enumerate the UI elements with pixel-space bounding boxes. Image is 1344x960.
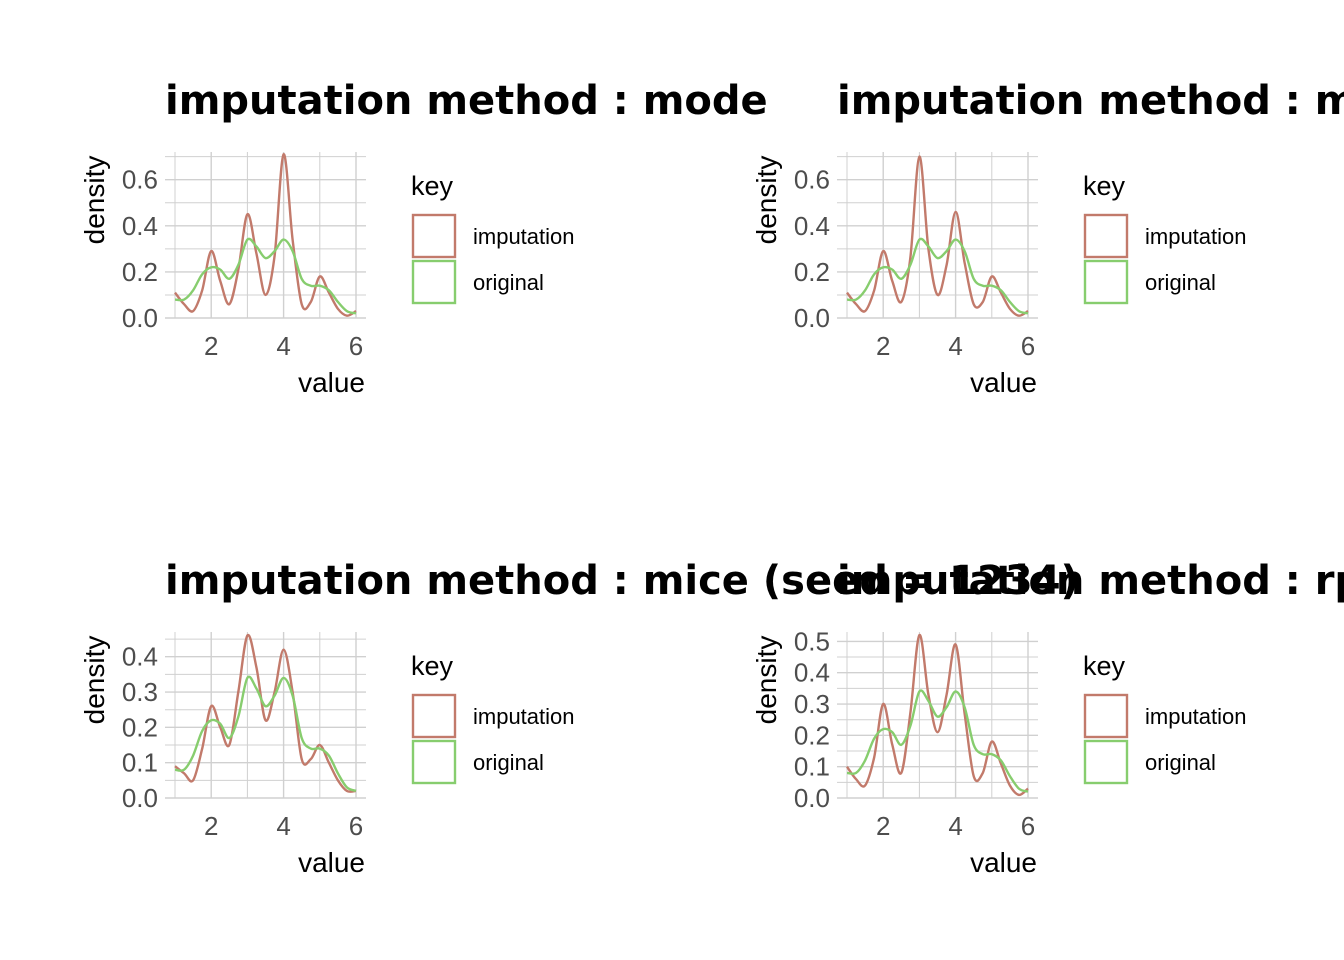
legend-title: key	[411, 171, 454, 201]
legend-key-imputation	[1083, 693, 1129, 739]
x-tick-label: 6	[1021, 331, 1035, 361]
y-tick-label: 0.1	[794, 752, 830, 782]
legend-label-imputation: imputation	[1145, 704, 1247, 729]
series-line-original	[174, 237, 357, 315]
legend-key-original	[1083, 739, 1129, 785]
y-tick-label: 0.4	[122, 211, 158, 241]
grid	[165, 152, 366, 319]
y-tick-label: 0.2	[122, 712, 158, 742]
legend-title: key	[1083, 651, 1126, 681]
y-axis-title: density	[79, 636, 110, 725]
y-tick-label: 0.4	[794, 658, 830, 688]
x-tick-label: 2	[876, 331, 890, 361]
x-tick-label: 6	[349, 811, 363, 841]
legend-label-imputation: imputation	[1145, 224, 1247, 249]
legend-key-original	[1083, 259, 1129, 305]
x-tick-label: 6	[1021, 811, 1035, 841]
x-tick-label: 4	[276, 811, 290, 841]
chart-panel-4: imputation method : rpart 2 4 6 0.00.10.20.3…	[751, 558, 1344, 878]
x-axis-title: value	[970, 367, 1037, 398]
legend-label-imputation: imputation	[473, 704, 575, 729]
y-axis-title: density	[751, 156, 782, 245]
legend-label-original: original	[473, 270, 544, 295]
x-tick-label: 2	[876, 811, 890, 841]
legend-key-imputation	[1083, 213, 1129, 259]
y-tick-label: 0.0	[122, 303, 158, 333]
legend-key-imputation	[411, 213, 457, 259]
y-tick-label: 0.2	[122, 257, 158, 287]
y-tick-label: 0.1	[122, 748, 158, 778]
y-tick-label: 0.6	[794, 165, 830, 195]
x-tick-label: 4	[948, 331, 962, 361]
y-tick-label: 0.4	[122, 642, 158, 672]
legend-key-imputation	[411, 693, 457, 739]
chart-title: imputation method : mode	[165, 78, 768, 124]
y-tick-label: 0.2	[794, 720, 830, 750]
x-tick-label: 6	[349, 331, 363, 361]
grid	[837, 632, 1038, 799]
series-line-imputation	[846, 155, 1029, 317]
x-tick-label: 2	[204, 331, 218, 361]
grid	[837, 152, 1038, 319]
x-tick-label: 2	[204, 811, 218, 841]
y-axis-title: density	[751, 636, 782, 725]
legend-title: key	[1083, 171, 1126, 201]
y-tick-label: 0.2	[794, 257, 830, 287]
x-axis-title: value	[298, 847, 365, 878]
legend-title: key	[411, 651, 454, 681]
chart-title: imputation method : mice (seed = 1234)	[165, 558, 1079, 604]
y-tick-label: 0.0	[122, 783, 158, 813]
legend: key imputation original	[411, 651, 575, 785]
x-tick-label: 4	[276, 331, 290, 361]
x-tick-label: 4	[948, 811, 962, 841]
chart-panel-2: imputation method : median 2 4 6 0.0 0.2 0.4 0.…	[751, 78, 1344, 398]
legend-label-imputation: imputation	[473, 224, 575, 249]
series-line-imputation	[174, 633, 357, 793]
y-tick-label: 0.6	[122, 165, 158, 195]
legend: key imputation original	[1083, 651, 1247, 785]
chart-panel-1: imputation method : mode 2 4 6 0.0 0.2 0.4 0.6 v…	[79, 78, 768, 398]
series-line-original	[846, 237, 1029, 315]
legend: key imputation original	[1083, 171, 1247, 305]
legend: key imputation original	[411, 171, 575, 305]
legend-label-original: original	[1145, 750, 1216, 775]
legend-key-original	[411, 739, 457, 785]
y-tick-label: 0.0	[794, 303, 830, 333]
chart-title: imputation method : median	[837, 78, 1344, 124]
y-axis-title: density	[79, 156, 110, 245]
y-tick-label: 0.3	[794, 689, 830, 719]
chart-title: imputation method : rpart	[837, 558, 1344, 604]
y-tick-label: 0.5	[794, 626, 830, 656]
series-line-original	[174, 675, 357, 793]
legend-label-original: original	[1145, 270, 1216, 295]
y-tick-label: 0.0	[794, 783, 830, 813]
series-line-original	[846, 689, 1029, 793]
y-tick-label: 0.4	[794, 211, 830, 241]
series-line-imputation	[846, 633, 1029, 797]
x-axis-title: value	[970, 847, 1037, 878]
x-axis-title: value	[298, 367, 365, 398]
legend-label-original: original	[473, 750, 544, 775]
chart-panel-3: imputation method : mice (seed = 1234) 2 4…	[79, 558, 1079, 878]
y-tick-label: 0.3	[122, 677, 158, 707]
legend-key-original	[411, 259, 457, 305]
